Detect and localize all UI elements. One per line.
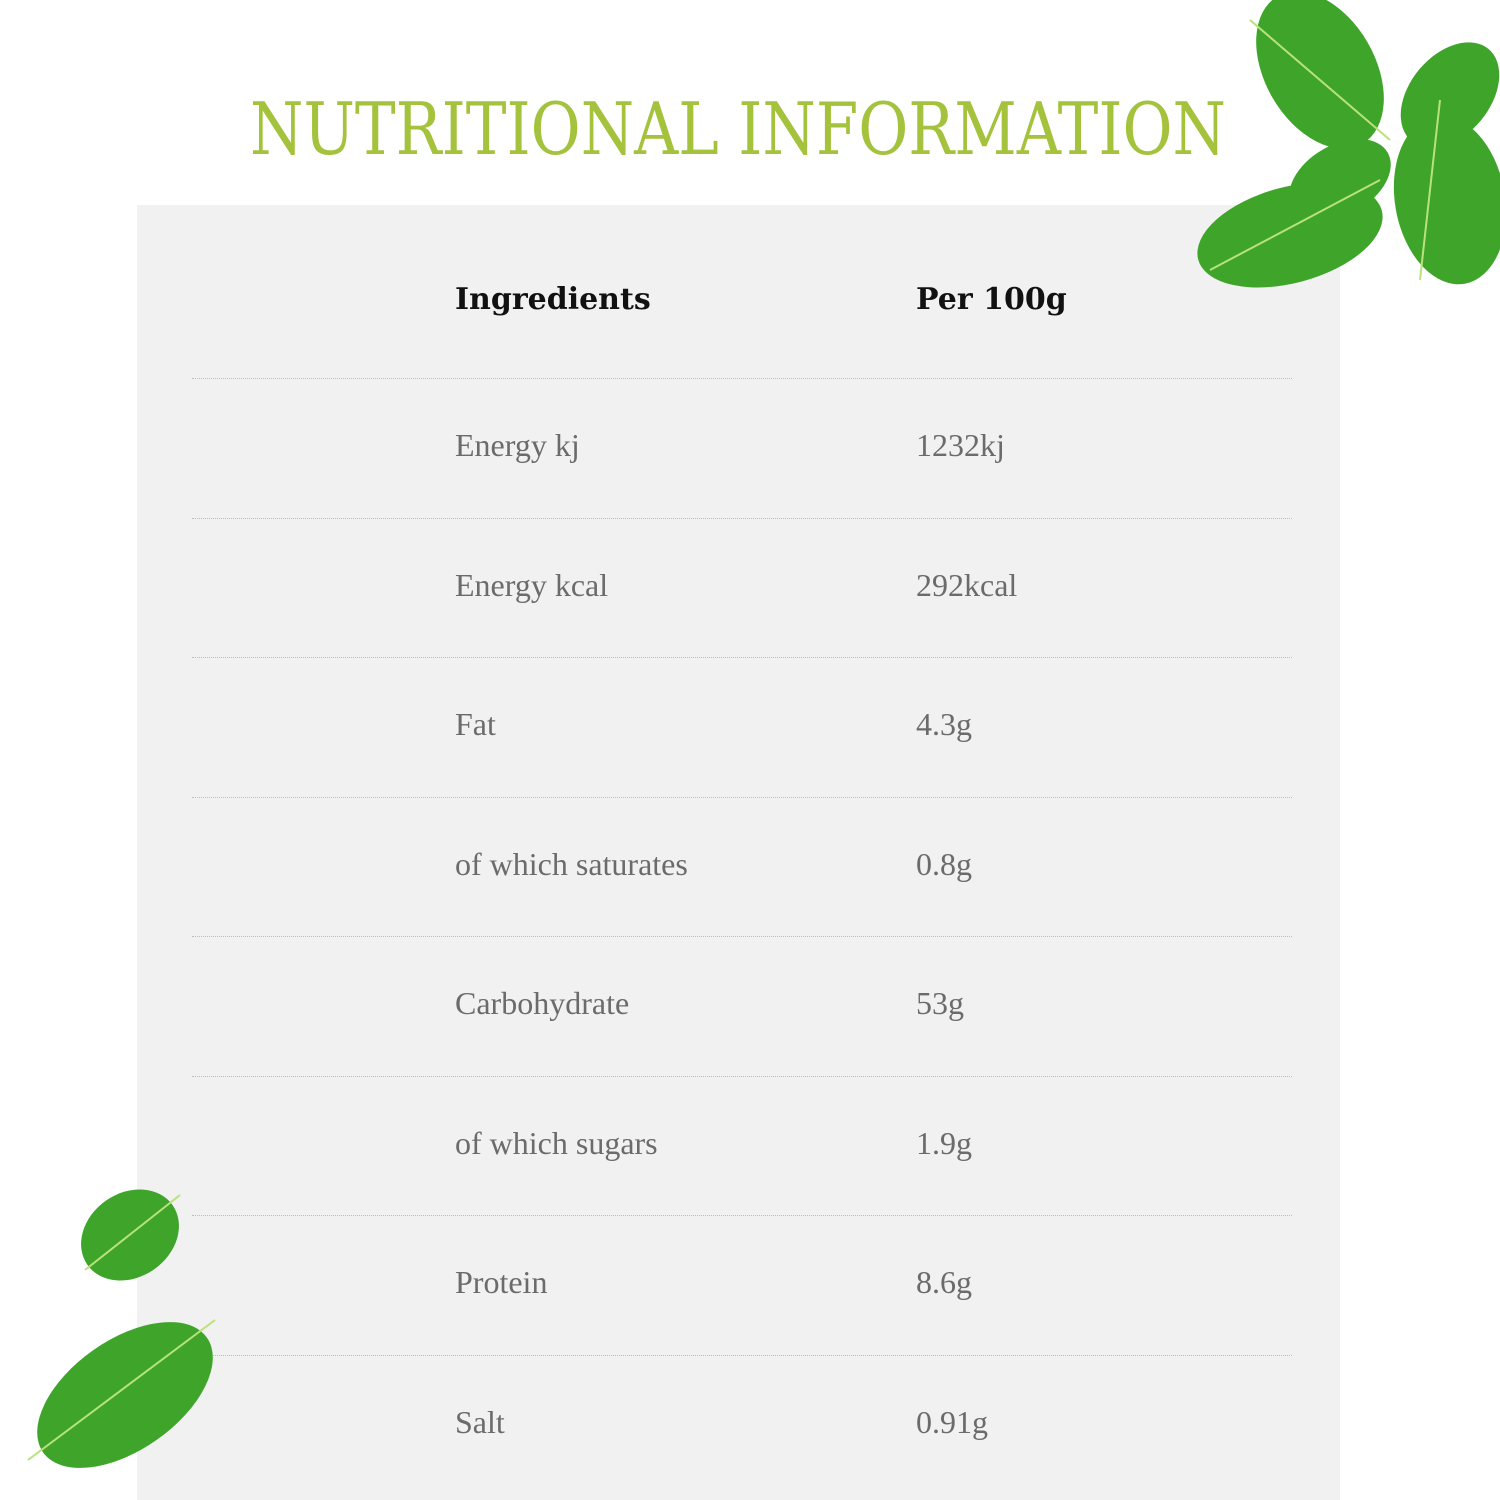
ingredient-value: 4.3g [916, 706, 972, 742]
basil-leaves-icon [27, 1189, 216, 1468]
ingredient-name: Fat [455, 706, 496, 742]
ingredient-value: 1232kj [916, 427, 1005, 463]
title-text: NUTRITIONAL INFORMATION [250, 92, 1226, 162]
table-row: of which sugars 1.9g [192, 1075, 1292, 1216]
ingredient-name: Protein [455, 1264, 548, 1300]
ingredient-value: 8.6g [916, 1264, 972, 1300]
table-row: Energy kj 1232kj [192, 378, 1292, 518]
ingredient-name: Energy kj [455, 427, 580, 463]
nutrition-panel [137, 205, 1340, 1500]
ingredient-name: Carbohydrate [455, 985, 630, 1021]
table-row: Energy kcal 292kcal [192, 517, 1292, 658]
table-row: Protein 8.6g [192, 1215, 1292, 1355]
page-title: NUTRITIONAL INFORMATION [250, 92, 1226, 162]
header-ingredients: Ingredients [455, 282, 651, 317]
ingredient-value: 0.8g [916, 845, 972, 882]
ingredient-name: of which saturates [455, 845, 688, 882]
basil-leaves-icon [1197, 0, 1500, 288]
ingredient-name: Salt [455, 1403, 505, 1440]
table-row: Carbohydrate 53g [192, 936, 1292, 1076]
ingredient-name: of which sugars [455, 1124, 658, 1161]
ingredient-value: 1.9g [916, 1124, 972, 1161]
table-row: Salt 0.91g [192, 1354, 1292, 1495]
ingredient-value: 53g [916, 985, 964, 1021]
table-row: of which saturates 0.8g [192, 796, 1292, 937]
ingredient-name: Energy kcal [455, 566, 609, 603]
header-per-100g: Per 100g [916, 282, 1067, 317]
ingredient-value: 0.91g [916, 1403, 988, 1440]
ingredient-value: 292kcal [916, 566, 1018, 603]
table-row: Fat 4.3g [192, 657, 1292, 797]
